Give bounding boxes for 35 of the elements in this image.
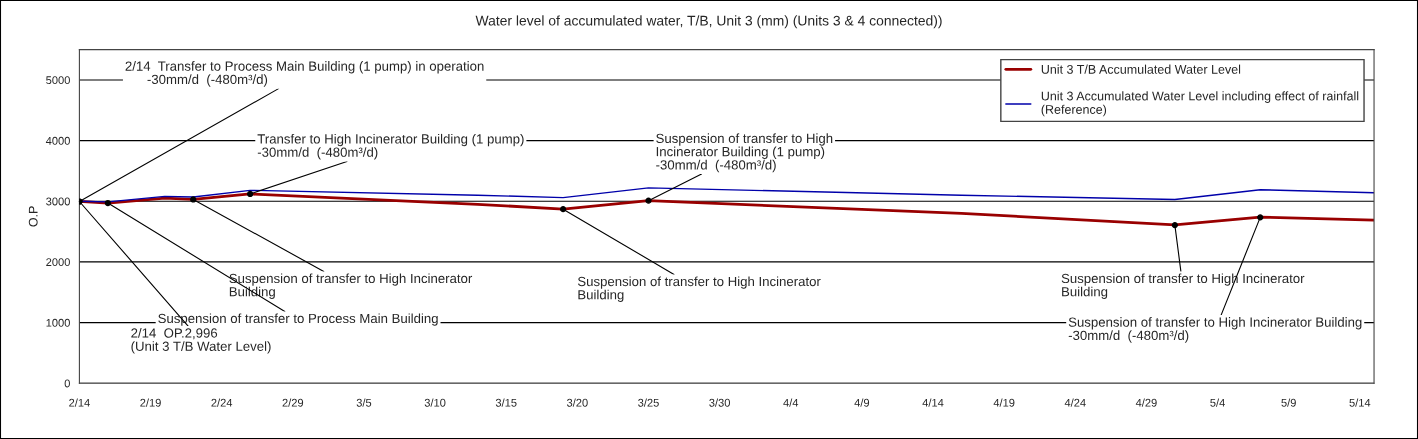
annotation: Suspension of transfer to High Incinerator Building (1 pump) -30mm/d (-480m³/d) (656, 133, 833, 173)
x-tick-label: 3/25 (638, 398, 659, 407)
x-tick-label: 2/29 (282, 398, 304, 407)
x-tick-label: 4/19 (993, 398, 1015, 407)
x-tick-label: 3/15 (495, 398, 517, 407)
y-tick-label: 3000 (46, 197, 70, 206)
x-tick-label: 4/29 (1135, 398, 1157, 407)
x-tick-label: 3/10 (424, 398, 446, 407)
y-tick-label: 1000 (46, 318, 70, 327)
annotation: Suspension of transfer to High Incinerator Building (577, 276, 821, 302)
x-tick-label: 4/4 (783, 398, 799, 407)
y-axis-title: O.P (28, 206, 38, 227)
annotation: 2/14 OP.2,996 (Unit 3 T/B Water Level) (131, 328, 271, 354)
x-tick-label: 5/9 (1281, 398, 1296, 407)
x-tick-label: 4/24 (1064, 398, 1086, 407)
y-tick-label: 2000 (46, 258, 70, 267)
y-tick-label: 5000 (46, 76, 70, 85)
annotation: Suspension of transfer to High Incinerator Building -30mm/d (-480m³/d) (1068, 317, 1362, 343)
x-tick-label: 4/14 (922, 398, 944, 407)
y-tick-label: 0 (64, 379, 70, 388)
x-tick-label: 4/9 (854, 398, 870, 407)
x-tick-label: 2/14 (69, 398, 90, 407)
x-tick-label: 3/5 (356, 398, 372, 407)
annotation: Transfer to High Incinerator Building (1 pump) -30mm/d (-480m³/d) (257, 133, 524, 160)
x-tick-label: 2/24 (211, 398, 233, 407)
x-tick-label: 3/30 (709, 398, 730, 407)
chart-title: Water level of accumulated water, T/B, Unit 3 (mm) (Units 3 & 4 connected)) (475, 15, 942, 29)
x-tick-label: 2/19 (140, 398, 161, 407)
x-tick-label: 5/4 (1210, 398, 1225, 407)
legend-label: Unit 3 T/B Accumulated Water Level (1041, 64, 1241, 74)
x-tick-label: 5/14 (1349, 398, 1371, 407)
legend-label: Unit 3 Accumulated Water Level including effect of rainfall (Reference) (1041, 91, 1359, 117)
annotation: 2/14 Transfer to Process Main Building (1 pump) in operation -30mm/d (-480m³/d) (125, 61, 484, 87)
y-tick-label: 4000 (45, 136, 70, 145)
x-tick-label: 3/20 (566, 398, 588, 407)
